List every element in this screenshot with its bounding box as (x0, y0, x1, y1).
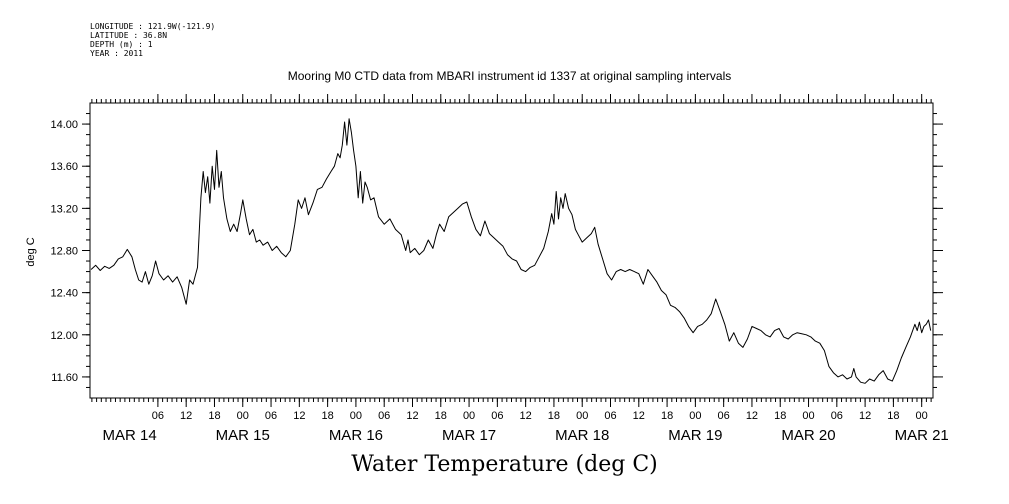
x-day-label: MAR 21 (895, 427, 949, 444)
y-axis-label: deg C (25, 237, 37, 266)
plot-frame (89, 102, 934, 399)
x-day-label: MAR 17 (442, 427, 496, 444)
x-hour-label: 00 (576, 410, 588, 422)
longitude-text: LONGITUDE : 121.9W(-121.9) (90, 22, 216, 31)
x-day-label: MAR 15 (216, 427, 270, 444)
x-hour-label: 12 (180, 410, 192, 422)
x-hour-label: 06 (604, 410, 616, 422)
x-hour-label: 00 (463, 410, 475, 422)
x-hour-label: 00 (802, 410, 814, 422)
x-hour-label: 18 (548, 410, 560, 422)
y-tick-label: 12.40 (50, 288, 78, 300)
x-axis-title: Water Temperature (deg C) (351, 452, 658, 477)
x-hour-label: 18 (887, 410, 899, 422)
x-hour-label: 06 (152, 410, 164, 422)
x-hour-label: 06 (378, 410, 390, 422)
x-hour-label: 12 (406, 410, 418, 422)
depth-text: DEPTH (m) : 1 (90, 40, 153, 49)
y-tick-label: 12.80 (50, 246, 78, 258)
x-hour-label: 00 (916, 410, 928, 422)
year-text: YEAR : 2011 (90, 49, 143, 58)
x-hour-label: 18 (435, 410, 447, 422)
y-tick-label: 14.00 (50, 119, 78, 131)
x-axis-ticks: 06 12 18 00 06 12 18 00 06 12 18 00 06 12 18 00 06 12 18 00… (103, 94, 949, 444)
y-tick-label: 12.00 (50, 330, 78, 342)
x-hour-label: 12 (520, 410, 532, 422)
x-hour-label: 18 (774, 410, 786, 422)
x-hour-label: 12 (746, 410, 758, 422)
series-layer (90, 118, 932, 384)
temperature-series-line (90, 118, 932, 384)
x-day-label: MAR 14 (103, 427, 157, 444)
y-tick-label: 13.60 (50, 161, 78, 173)
x-hour-label: 12 (293, 410, 305, 422)
x-hour-label: 18 (661, 410, 673, 422)
y-tick-label: 11.60 (51, 372, 78, 384)
x-hour-label: 06 (831, 410, 843, 422)
x-day-label: MAR 16 (329, 427, 383, 444)
x-day-label: MAR 18 (555, 427, 609, 444)
x-day-label: MAR 20 (781, 427, 835, 444)
x-day-label: MAR 19 (668, 427, 722, 444)
x-hour-label: 12 (859, 410, 871, 422)
x-hour-label: 18 (208, 410, 220, 422)
x-hour-label: 12 (633, 410, 645, 422)
y-axis-ticks: 11.60 12.00 12.40 12.80 13.20 13.60 14.00 (50, 119, 943, 384)
latitude-text: LATITUDE : 36.8N (90, 31, 168, 40)
temperature-chart: deg C 11.60 12.00 12.40 12.80 13.20 13.60 14.0… (25, 94, 949, 444)
x-hour-label: 06 (718, 410, 730, 422)
y-tick-label: 13.20 (50, 203, 78, 215)
chart-title: Mooring M0 CTD data from MBARI instrumen… (287, 69, 732, 83)
x-hour-label: 06 (265, 410, 277, 422)
x-hour-label: 18 (321, 410, 333, 422)
x-hour-label: 00 (350, 410, 362, 422)
x-hour-label: 00 (689, 410, 701, 422)
station-metadata: LONGITUDE : 121.9W(-121.9) LATITUDE : 36… (90, 22, 215, 58)
x-hour-label: 06 (491, 410, 503, 422)
x-hour-label: 00 (237, 410, 249, 422)
minor-ticks (86, 99, 937, 402)
